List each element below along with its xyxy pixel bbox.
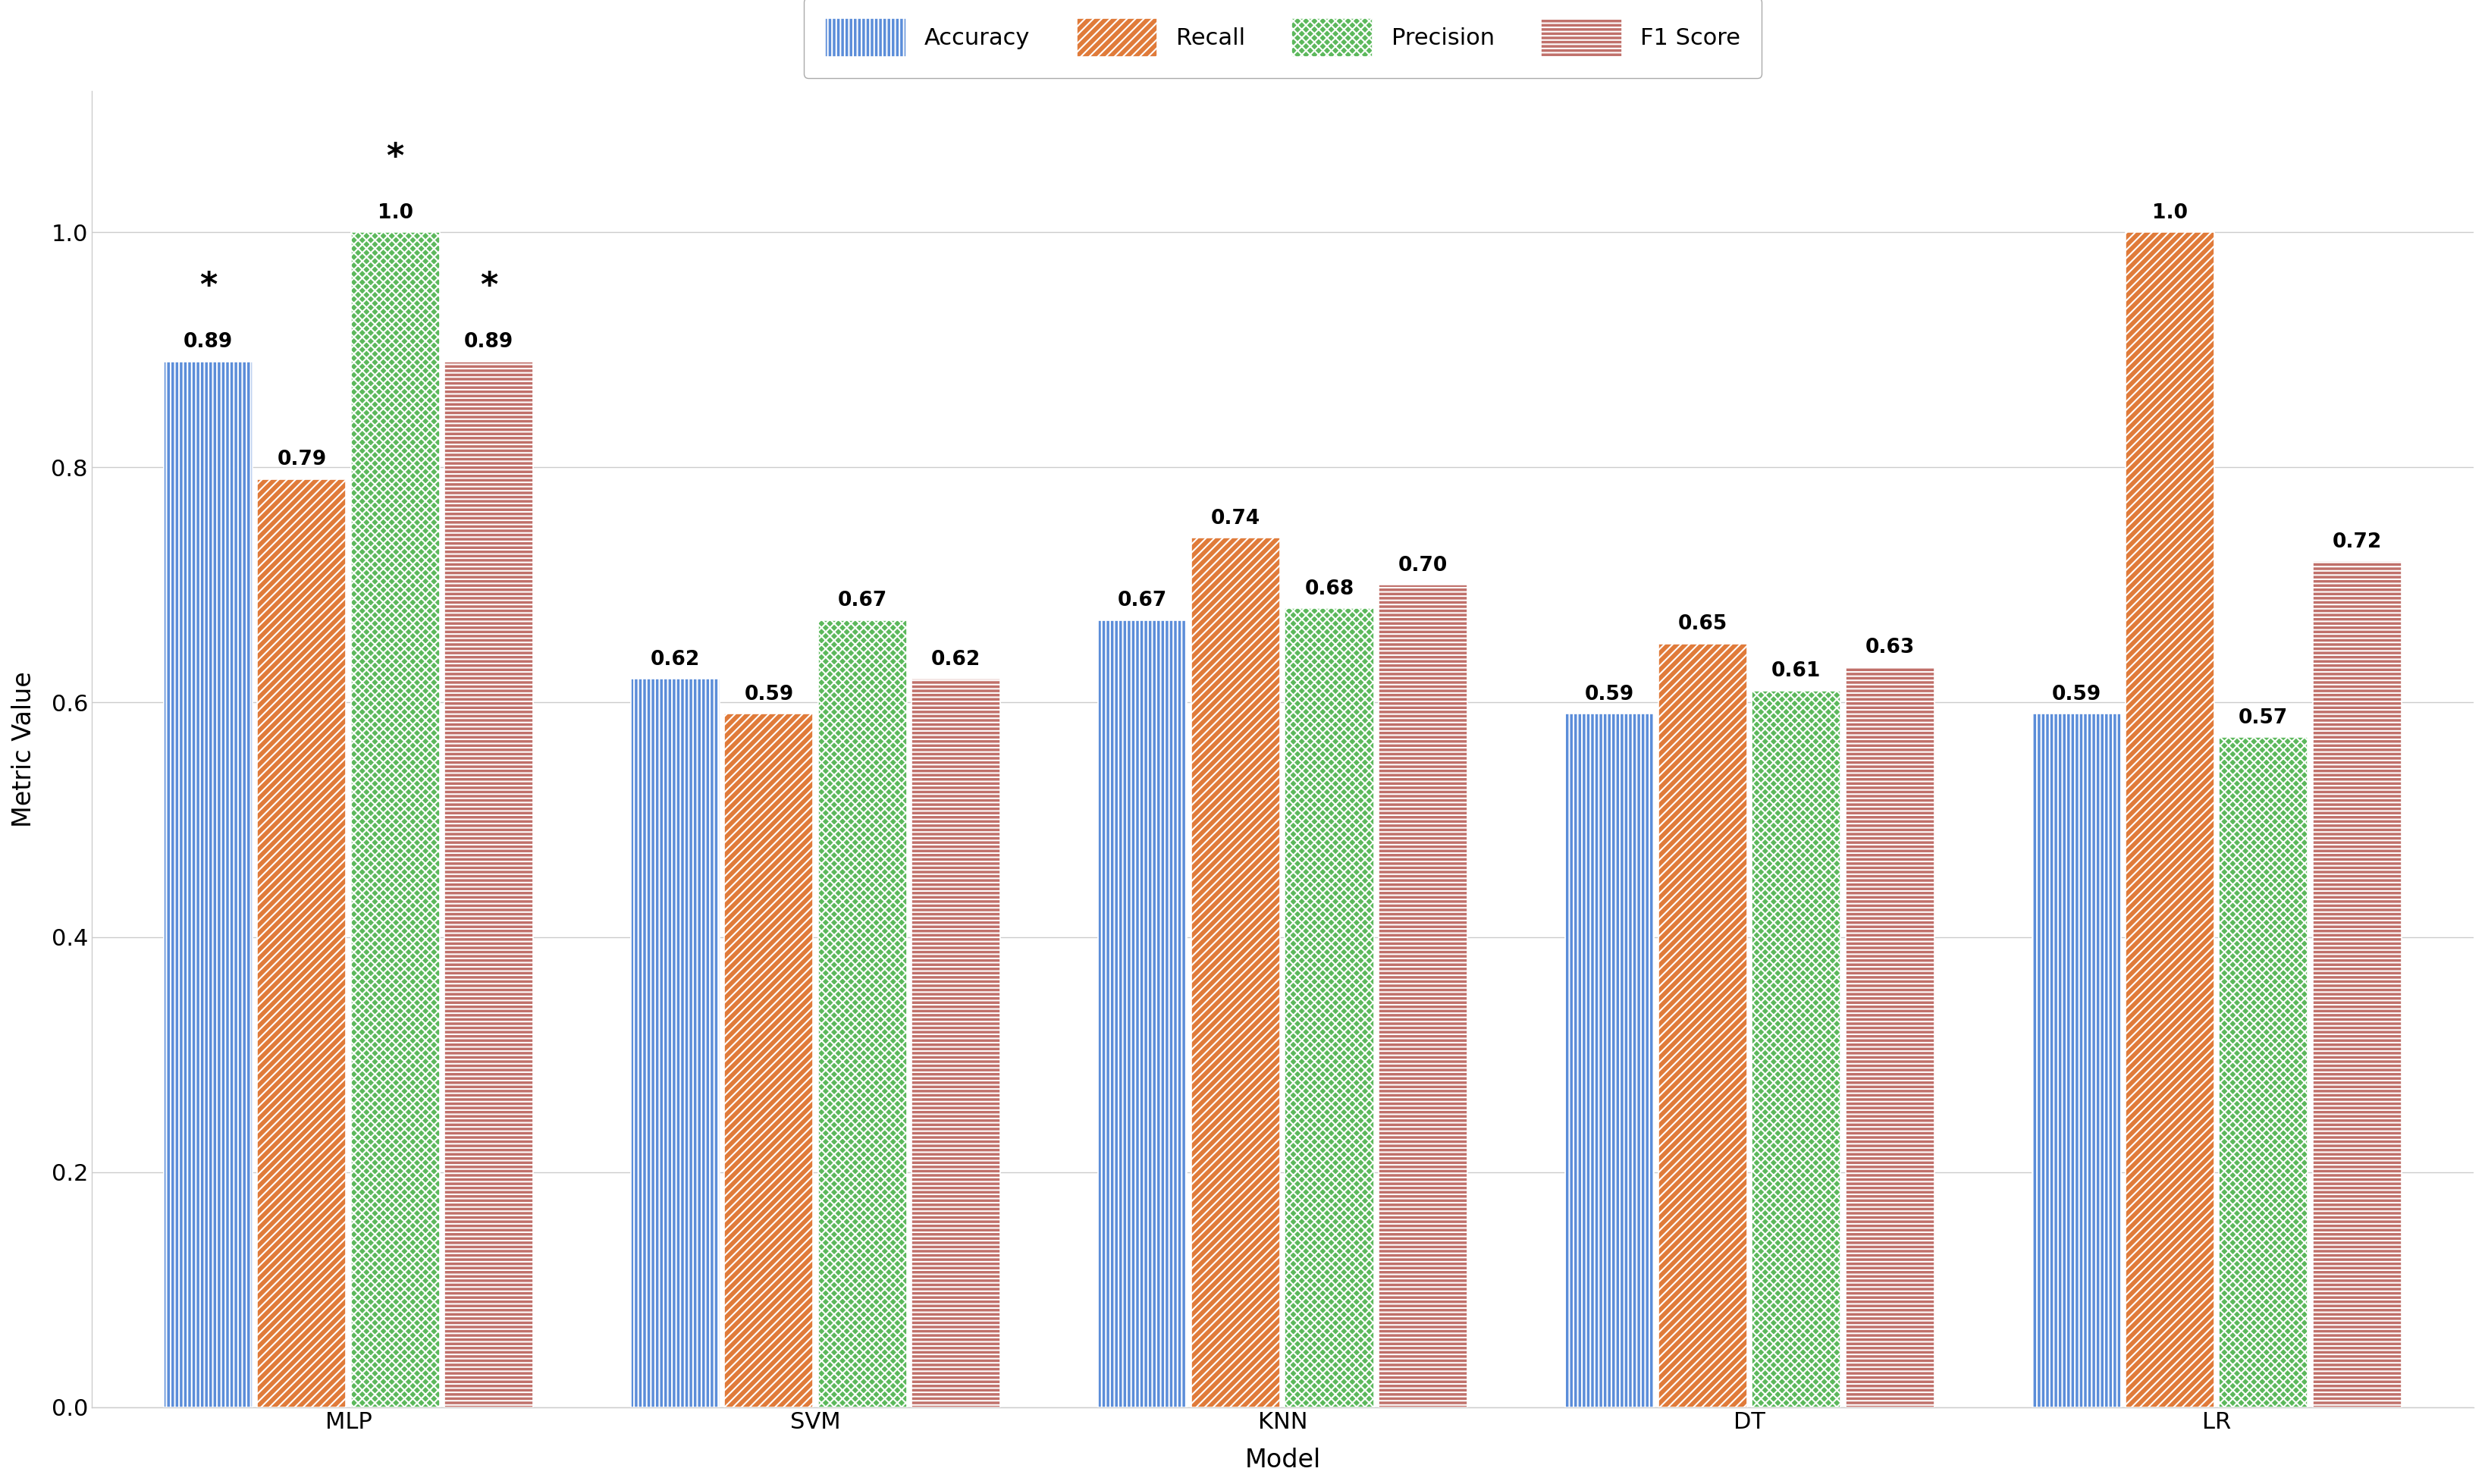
Bar (1657, 644, 1747, 1407)
Bar (726, 714, 813, 1407)
Text: 0.59: 0.59 (2053, 684, 2102, 705)
Bar (1846, 666, 1933, 1407)
Text: 0.59: 0.59 (743, 684, 793, 705)
Text: 0.67: 0.67 (1118, 591, 1168, 610)
Text: 0.62: 0.62 (932, 650, 982, 669)
Text: 0.67: 0.67 (837, 591, 887, 610)
Text: 1.0: 1.0 (2152, 203, 2187, 223)
X-axis label: Model: Model (1245, 1447, 1320, 1472)
Text: *: * (480, 270, 497, 303)
Bar (1752, 690, 1841, 1407)
Bar (1566, 714, 1655, 1407)
Y-axis label: Metric Value: Metric Value (12, 671, 37, 827)
Text: 0.59: 0.59 (1585, 684, 1635, 705)
Text: 0.65: 0.65 (1677, 614, 1727, 634)
Text: 0.68: 0.68 (1305, 579, 1354, 600)
Text: *: * (385, 141, 405, 174)
Bar (2314, 561, 2401, 1407)
Text: 0.70: 0.70 (1399, 555, 1446, 576)
Bar (164, 362, 253, 1407)
Text: 0.74: 0.74 (1210, 509, 1260, 528)
Bar (1285, 608, 1374, 1407)
Text: 0.61: 0.61 (1772, 662, 1822, 681)
Text: *: * (199, 270, 216, 303)
Bar (258, 479, 345, 1407)
Bar (818, 620, 907, 1407)
Text: 0.57: 0.57 (2239, 708, 2289, 729)
Bar (2125, 232, 2214, 1407)
Bar (912, 678, 999, 1407)
Bar (350, 232, 440, 1407)
Text: 1.0: 1.0 (378, 203, 413, 223)
Text: 0.63: 0.63 (1866, 638, 1913, 657)
Bar (1190, 537, 1280, 1407)
Bar (445, 362, 532, 1407)
Text: 0.62: 0.62 (651, 650, 701, 669)
Text: 0.89: 0.89 (184, 332, 234, 352)
Bar (631, 678, 721, 1407)
Legend: Accuracy, Recall, Precision, F1 Score: Accuracy, Recall, Precision, F1 Score (805, 0, 1762, 79)
Title: Comparison of Metrics by Model: Comparison of Metrics by Model (1046, 46, 1518, 74)
Text: 0.72: 0.72 (2331, 533, 2381, 552)
Text: 0.79: 0.79 (276, 450, 326, 469)
Bar (1098, 620, 1188, 1407)
Bar (1379, 585, 1466, 1407)
Text: 0.89: 0.89 (465, 332, 514, 352)
Bar (2033, 714, 2122, 1407)
Bar (2219, 738, 2309, 1407)
